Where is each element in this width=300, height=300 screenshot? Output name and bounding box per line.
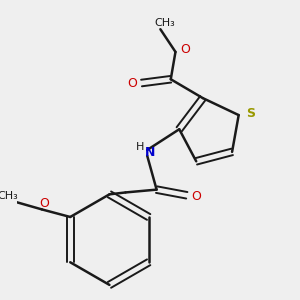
Text: S: S — [246, 107, 255, 120]
Text: O: O — [191, 190, 201, 203]
Text: CH₃: CH₃ — [155, 18, 176, 28]
Text: N: N — [145, 146, 155, 159]
Text: O: O — [127, 76, 137, 89]
Text: H: H — [135, 142, 144, 152]
Text: O: O — [180, 43, 190, 56]
Text: CH₃: CH₃ — [0, 191, 18, 201]
Text: O: O — [39, 197, 49, 210]
